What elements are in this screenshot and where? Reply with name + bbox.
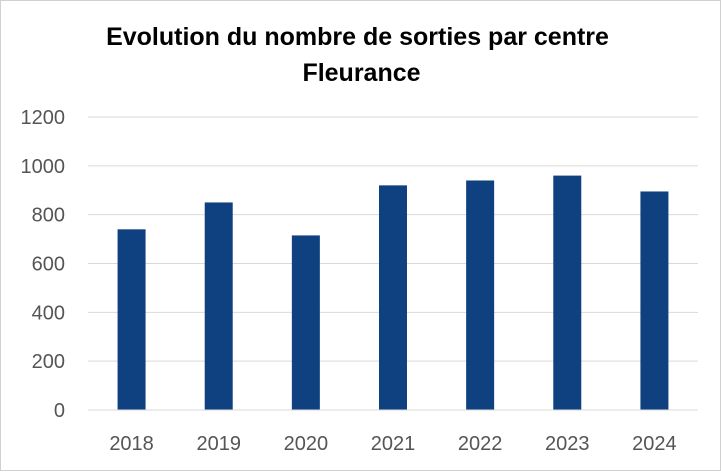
bar-2019 xyxy=(204,202,233,410)
x-tick-label: 2024 xyxy=(632,433,677,455)
y-tick-label: 600 xyxy=(32,254,65,276)
y-tick-label: 400 xyxy=(32,302,65,324)
x-tick-label: 2021 xyxy=(371,433,416,455)
chart-title-line-2: Fleurance xyxy=(302,59,421,87)
bar-2024 xyxy=(640,191,669,410)
bar-2020 xyxy=(291,235,320,410)
x-tick-label: 2019 xyxy=(196,433,241,455)
x-tick-label: 2022 xyxy=(458,433,503,455)
y-tick-label: 800 xyxy=(32,205,65,227)
y-tick-label: 1000 xyxy=(21,156,66,178)
chart-title-line-1: Evolution du nombre de sorties par centr… xyxy=(106,23,609,51)
y-tick-label: 1200 xyxy=(21,107,66,129)
bar-2018 xyxy=(117,229,146,410)
x-tick-label: 2023 xyxy=(545,433,590,455)
x-tick-label: 2020 xyxy=(284,433,329,455)
x-tick-label: 2018 xyxy=(109,433,154,455)
bar-2022 xyxy=(466,180,495,410)
chart-title: Evolution du nombre de sorties par centr… xyxy=(1,19,721,91)
bar-2023 xyxy=(553,175,582,410)
bar-2021 xyxy=(379,185,407,410)
y-tick-label: 0 xyxy=(54,400,65,422)
y-tick-label: 200 xyxy=(32,351,65,373)
